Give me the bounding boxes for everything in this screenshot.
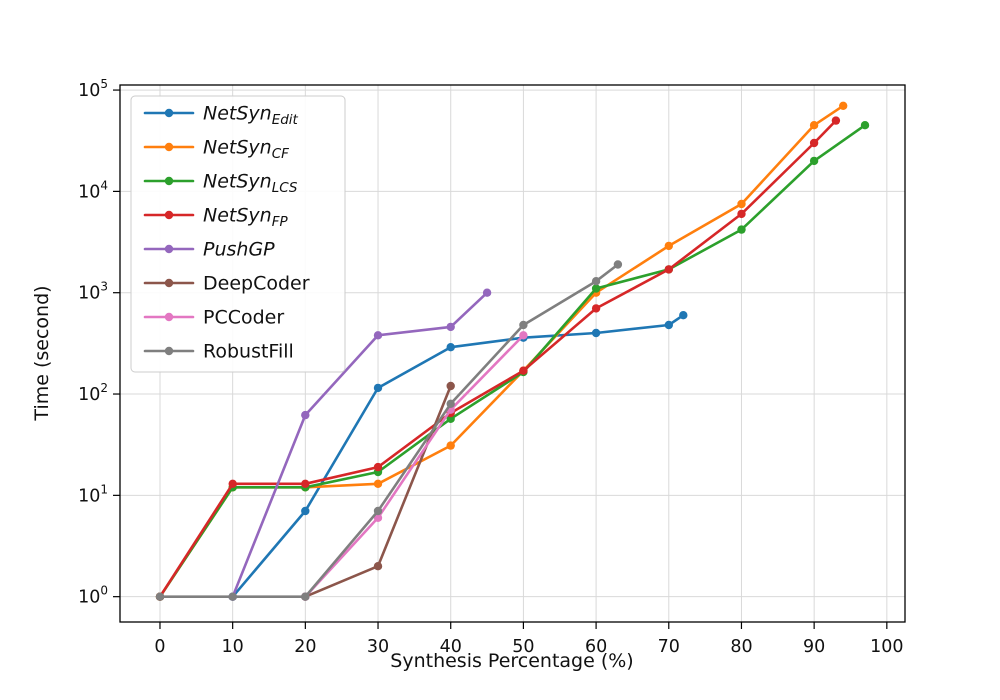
legend-label: NetSynFP (203, 205, 288, 231)
legend-entry: NetSynLCS (143, 171, 298, 197)
x-tick-label: 90 (803, 637, 825, 657)
x-tick-label: 50 (512, 637, 534, 657)
y-axis-label: Time (second) (31, 285, 53, 421)
x-tick-label: 0 (154, 637, 165, 657)
legend-entry: DeepCoder (143, 273, 310, 295)
x-tick-label: 70 (658, 637, 680, 657)
legend-label: NetSynLCS (203, 171, 298, 197)
x-tick-label: 10 (222, 637, 244, 657)
y-tick-label: 104 (78, 178, 108, 202)
legend-label: NetSynEdit (203, 103, 299, 129)
y-tick-label: 102 (78, 381, 108, 405)
x-axis-label: Synthesis Percentage (%) (390, 650, 634, 672)
legend: NetSynEdit NetSynCF NetSynLCS NetSynFP PushG… (130, 95, 346, 373)
x-tick-label: 60 (585, 637, 607, 657)
y-tick-label: 103 (78, 280, 108, 304)
axis-ticks: 0 10 20 30 40 50 60 70 80 90 100 100 101 102 103 104 105 (78, 77, 903, 657)
plot-border (119, 84, 906, 623)
legend-entry: RobustFill (143, 341, 294, 363)
x-tick-label: 20 (294, 637, 316, 657)
legend-entry: NetSynCF (143, 137, 289, 163)
x-tick-label: 80 (730, 637, 752, 657)
x-tick-label: 100 (870, 637, 903, 657)
x-tick-label: 40 (440, 637, 462, 657)
x-tick-label: 30 (367, 637, 389, 657)
series-robustfill (155, 260, 623, 601)
legend-entry: PCCoder (143, 307, 284, 329)
y-tick-label: 105 (78, 77, 108, 101)
series-netsynedit (228, 311, 688, 601)
y-tick-label: 100 (78, 584, 108, 608)
y-tick-label: 101 (78, 482, 108, 506)
legend-entry: NetSynFP (143, 205, 288, 231)
legend-entry: PushGP (143, 239, 275, 261)
legend-label: PushGP (203, 239, 275, 261)
legend-entry: NetSynEdit (143, 103, 299, 129)
legend-label: PCCoder (203, 307, 284, 329)
legend-label: DeepCoder (203, 273, 310, 295)
legend-label: RobustFill (203, 341, 294, 363)
legend-label: NetSynCF (203, 137, 289, 163)
